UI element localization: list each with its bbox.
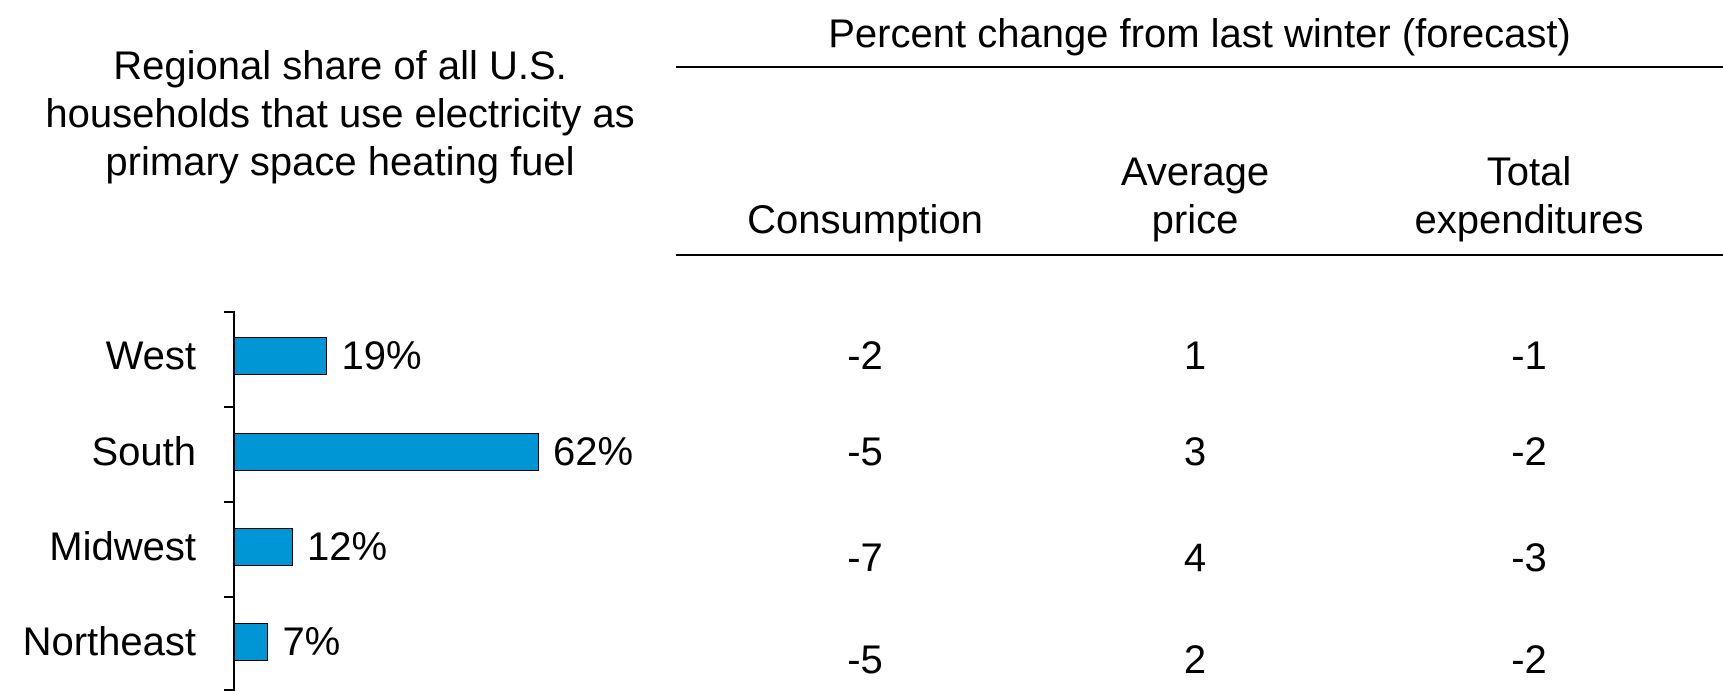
column-header: Average price (1120, 150, 1270, 242)
column-header: Consumption (747, 198, 983, 242)
bar (234, 337, 328, 375)
rule (676, 66, 1723, 68)
table-cell: -1 (1511, 334, 1547, 378)
table-title: Percent change from last winter (forecas… (828, 12, 1571, 56)
value-label: 7% (282, 620, 341, 664)
axis-tick (224, 501, 234, 503)
table-cell: 4 (1183, 536, 1207, 580)
category-label: West (105, 334, 196, 378)
value-label: 62% (553, 430, 634, 474)
table-cell: 2 (1183, 638, 1207, 682)
bar (234, 623, 269, 661)
table-cell: -2 (1511, 430, 1547, 474)
category-label: Midwest (49, 525, 196, 569)
axis-tick (224, 596, 234, 598)
category-label: South (91, 430, 196, 474)
table-cell: -5 (847, 638, 883, 682)
table-cell: -2 (1511, 638, 1547, 682)
axis-line (233, 311, 235, 691)
chart-title: Regional share of all U.S. households th… (45, 44, 635, 184)
table-cell: -3 (1511, 536, 1547, 580)
category-label: Northeast (22, 620, 196, 664)
axis-tick (224, 689, 234, 691)
rule (676, 254, 1723, 256)
table-cell: -7 (847, 536, 883, 580)
table-cell: -2 (847, 334, 883, 378)
axis-tick (224, 311, 234, 313)
bar (234, 433, 540, 471)
column-header: Total expenditures (1414, 150, 1644, 242)
table-cell: 3 (1183, 430, 1207, 474)
bar (234, 528, 294, 566)
table-cell: 1 (1183, 334, 1207, 378)
table-cell: -5 (847, 430, 883, 474)
axis-tick (224, 406, 234, 408)
value-label: 19% (341, 334, 422, 378)
value-label: 12% (307, 525, 388, 569)
